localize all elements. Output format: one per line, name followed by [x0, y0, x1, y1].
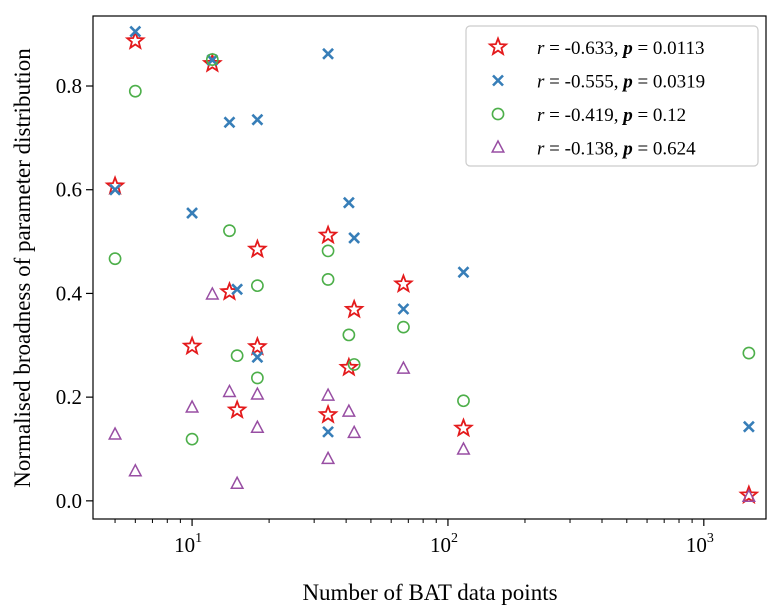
data-point-x	[742, 420, 755, 433]
data-point-circle	[321, 273, 335, 286]
data-point-circle	[250, 279, 264, 293]
legend-entry-label: r = -0.419, p = 0.12	[537, 105, 686, 126]
data-point-x	[223, 116, 236, 129]
legend-box	[465, 25, 759, 167]
x-axis-ticks: 101 102 103	[114, 519, 714, 557]
legend-entry-label: r = -0.555, p = 0.0319	[537, 72, 705, 93]
data-point-star	[246, 238, 268, 259]
legend-x-marker	[492, 74, 504, 87]
y-tick-label: 0.8	[56, 74, 82, 98]
series-x-markers	[109, 25, 755, 438]
data-point-triangle	[205, 286, 220, 300]
data-point-star	[392, 273, 414, 294]
data-point-star	[181, 335, 203, 356]
data-point-star	[226, 399, 248, 420]
data-point-x	[231, 283, 244, 296]
legend-star-marker	[487, 35, 509, 56]
legend-entry-label: r = -0.138, p = 0.624	[537, 139, 696, 160]
data-point-circle	[347, 358, 361, 371]
x-axis-label: Number of BAT data points	[302, 580, 557, 605]
data-point-x	[342, 196, 355, 209]
data-point-x	[457, 266, 470, 279]
y-tick-label: 0.6	[56, 178, 82, 202]
y-axis-label: Normalised broadness of parameter distri…	[10, 48, 35, 488]
series-circle-markers	[108, 53, 756, 446]
data-point-x	[251, 351, 264, 364]
data-point-circle	[230, 349, 244, 363]
x-tick-exponent: 1	[195, 531, 202, 546]
data-point-triangle	[250, 419, 265, 433]
data-point-triangle	[341, 403, 356, 417]
data-point-triangle	[185, 399, 200, 413]
data-point-circle	[342, 328, 356, 342]
data-point-x	[186, 207, 198, 219]
x-tick-exponent: 2	[451, 531, 458, 546]
data-point-triangle	[222, 383, 237, 398]
data-point-star	[452, 417, 474, 438]
data-point-star	[317, 224, 339, 245]
data-point-star	[246, 335, 268, 356]
data-point-x	[129, 25, 142, 38]
x-tick-exponent: 3	[707, 531, 714, 546]
data-markers	[104, 25, 760, 505]
data-point-circle	[223, 224, 236, 238]
data-point-triangle	[456, 441, 471, 455]
x-tick-label: 101	[174, 531, 202, 557]
data-point-circle	[742, 346, 756, 360]
data-point-circle	[128, 84, 142, 98]
data-point-x	[109, 183, 121, 196]
data-point-triangle	[321, 387, 336, 401]
data-point-circle	[457, 394, 470, 408]
y-tick-label: 0.2	[56, 385, 82, 409]
data-point-triangle	[741, 488, 756, 502]
data-point-circle	[185, 432, 199, 446]
data-point-x	[251, 113, 264, 126]
data-point-circle	[397, 320, 410, 334]
data-point-circle	[205, 53, 219, 66]
data-point-triangle	[230, 475, 245, 489]
data-point-triangle	[347, 424, 362, 439]
legend-entry-label: r = -0.633, p = 0.0113	[537, 38, 704, 59]
data-point-star	[343, 298, 365, 319]
x-tick-label: 102	[430, 531, 458, 557]
y-axis-ticks: 0.0 0.2 0.4 0.6 0.8	[56, 74, 93, 513]
x-tick-label: 103	[686, 531, 714, 557]
legend-circle-marker	[491, 107, 505, 121]
data-point-star	[738, 484, 760, 505]
data-point-circle	[250, 371, 264, 385]
data-point-x	[397, 303, 410, 315]
data-point-triangle	[396, 360, 411, 374]
data-point-circle	[108, 252, 122, 266]
y-tick-label: 0.0	[56, 489, 82, 513]
data-point-star	[317, 403, 339, 424]
data-point-triangle	[250, 386, 265, 400]
data-point-circle	[321, 244, 335, 258]
data-point-x	[322, 425, 334, 438]
legend: r = -0.633, p = 0.0113 r = -0.555, p = 0.…	[465, 25, 759, 167]
data-point-triangle	[321, 450, 336, 465]
plot-frame	[92, 15, 767, 520]
data-point-triangle	[128, 463, 143, 477]
legend-triangle-marker	[490, 139, 506, 153]
data-point-star	[338, 356, 360, 377]
y-tick-label: 0.4	[56, 281, 83, 305]
data-point-star	[124, 29, 146, 50]
series-triangle-markers	[108, 286, 756, 502]
series-star-markers	[104, 29, 760, 505]
data-point-triangle	[108, 426, 123, 440]
data-point-x	[322, 47, 334, 60]
data-point-x	[348, 232, 361, 244]
